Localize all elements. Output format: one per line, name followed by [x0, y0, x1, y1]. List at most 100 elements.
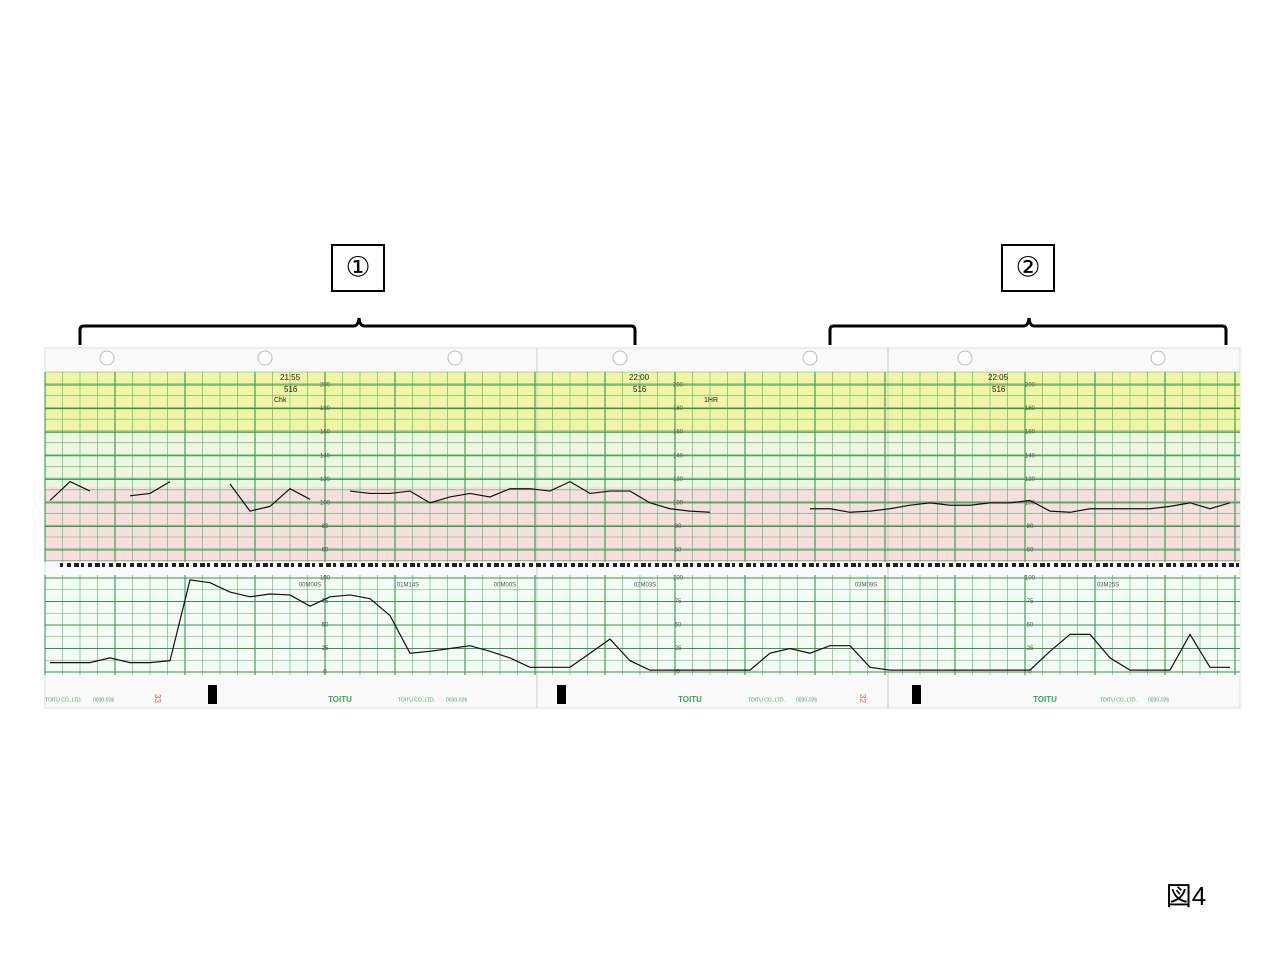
- event-mark: [473, 563, 478, 567]
- event-mark: [130, 563, 134, 567]
- event-mark: [172, 563, 176, 567]
- event-mark: [158, 563, 163, 567]
- event-mark: [1054, 563, 1058, 567]
- event-mark: [991, 563, 995, 567]
- event-mark: [1180, 563, 1184, 567]
- event-mark: [851, 563, 856, 567]
- y-tick-label: 60: [675, 548, 682, 554]
- event-mark: [200, 563, 205, 567]
- event-mark: [186, 563, 189, 567]
- y-tick-label: 75: [1027, 599, 1034, 605]
- ua-trace: [50, 579, 1230, 671]
- y-tick-label: 80: [1027, 524, 1034, 530]
- event-mark: [1047, 563, 1050, 567]
- event-mark: [599, 563, 604, 567]
- y-tick-label: 120: [673, 477, 684, 483]
- event-mark: [543, 563, 546, 567]
- y-tick-label: 0: [323, 670, 327, 676]
- event-mark: [1096, 563, 1100, 567]
- section-label: ①: [345, 251, 370, 282]
- event-mark: [865, 563, 869, 567]
- event-mark: [592, 563, 596, 567]
- timestamp: 21:55: [280, 373, 301, 382]
- fhr-trace: [810, 499, 1231, 513]
- event-mark: [1131, 563, 1134, 567]
- event-mark: [515, 563, 520, 567]
- event-mark: [788, 563, 793, 567]
- event-mark: [1166, 563, 1171, 567]
- event-mark: [81, 563, 84, 567]
- event-mark: [536, 563, 541, 567]
- event-mark: [242, 563, 247, 567]
- event-mark: [1124, 563, 1129, 567]
- event-mark: [823, 563, 827, 567]
- event-mark: [977, 563, 982, 567]
- event-mark: [431, 563, 436, 567]
- event-mark: [1208, 563, 1213, 567]
- event-mark: [452, 563, 457, 567]
- elapsed-counter: 01M14S: [397, 583, 419, 589]
- event-mark: [382, 563, 386, 567]
- event-mark: [403, 563, 407, 567]
- event-mark: [802, 563, 806, 567]
- event-mark: [564, 563, 567, 567]
- event-mark: [872, 563, 877, 567]
- event-mark: [67, 563, 71, 567]
- event-mark: [837, 563, 840, 567]
- event-mark: [1012, 563, 1016, 567]
- event-mark: [578, 563, 583, 567]
- event-mark: [746, 563, 751, 567]
- fhr-trace: [229, 483, 311, 512]
- event-mark: [690, 563, 693, 567]
- y-tick-label: 50: [1027, 623, 1034, 629]
- event-mark: [774, 563, 777, 567]
- event-mark: [935, 563, 940, 567]
- event-mark: [648, 563, 651, 567]
- event-mark: [893, 563, 898, 567]
- event-mark: [291, 563, 294, 567]
- event-mark: [1040, 563, 1045, 567]
- event-mark: [494, 563, 499, 567]
- brand: TOITU: [678, 695, 702, 704]
- event-mark: [1019, 563, 1024, 567]
- event-mark: [858, 563, 861, 567]
- event-mark: [1110, 563, 1113, 567]
- event-mark: [606, 563, 609, 567]
- y-tick-label: 160: [1025, 430, 1036, 436]
- elapsed-counter: 03M25S: [1097, 583, 1119, 589]
- event-mark: [193, 563, 197, 567]
- event-mark: [305, 563, 310, 567]
- event-mark: [928, 563, 932, 567]
- event-mark: [676, 563, 680, 567]
- y-tick-label: 140: [673, 453, 684, 459]
- event-mark: [627, 563, 630, 567]
- event-mark: [942, 563, 945, 567]
- y-tick-label: 140: [1025, 453, 1036, 459]
- y-tick-label: 200: [320, 383, 331, 389]
- event-mark: [585, 563, 588, 567]
- elapsed-counter: 02M03S: [634, 583, 656, 589]
- event-mark: [88, 563, 92, 567]
- event-mark: [207, 563, 210, 567]
- event-mark: [571, 563, 575, 567]
- event-mark: [956, 563, 961, 567]
- event-mark: [1005, 563, 1008, 567]
- y-tick-label: 100: [673, 500, 684, 506]
- event-mark: [347, 563, 352, 567]
- event-mark: [109, 563, 113, 567]
- y-tick-label: 100: [1025, 576, 1036, 582]
- annotation-note: 1HR: [704, 397, 718, 404]
- event-mark: [1082, 563, 1087, 567]
- y-tick-label: 60: [322, 548, 329, 554]
- event-mark: [1026, 563, 1029, 567]
- event-mark: [998, 563, 1003, 567]
- event-mark: [340, 563, 344, 567]
- event-mark: [662, 563, 667, 567]
- y-tick-label: 160: [673, 430, 684, 436]
- figure-label: 図4: [1166, 881, 1206, 911]
- timestamp: 22:05: [988, 373, 1009, 382]
- event-mark: [550, 563, 554, 567]
- y-tick-label: 100: [1025, 500, 1036, 506]
- event-mark: [123, 563, 126, 567]
